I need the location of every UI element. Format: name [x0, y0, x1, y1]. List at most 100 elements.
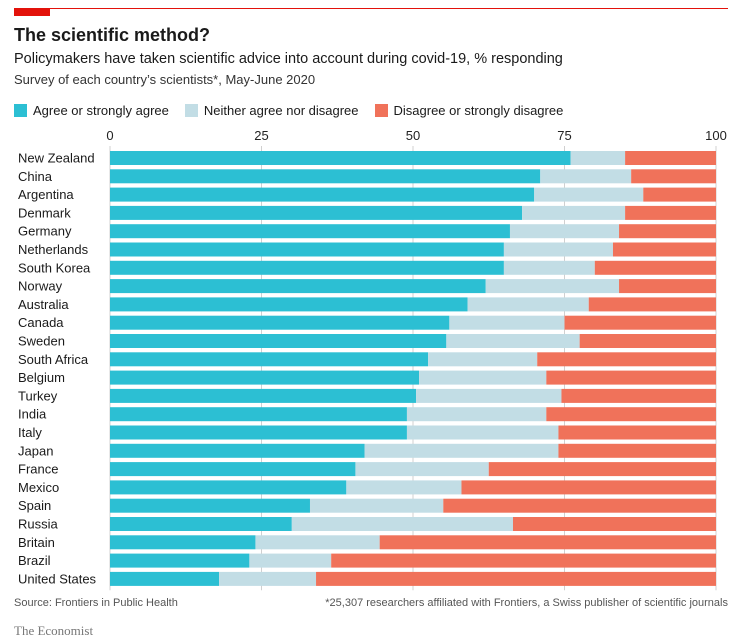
bar-neither-turkey: [416, 388, 562, 403]
bar-neither-australia: [467, 297, 589, 312]
bar-disagree-netherlands: [612, 242, 716, 257]
category-label-australia: Australia: [18, 297, 69, 312]
bar-disagree-india: [546, 407, 716, 422]
bar-disagree-turkey: [561, 388, 716, 403]
legend-item-neither: Neither agree nor disagree: [184, 102, 359, 118]
bar-agree-brazil: [110, 553, 250, 568]
legend-label-agree: Agree or strongly agree: [33, 102, 169, 118]
bar-agree-united-states: [110, 571, 220, 586]
bar-agree-japan: [110, 443, 365, 458]
bar-disagree-china: [631, 169, 716, 184]
bar-neither-argentina: [534, 187, 644, 202]
bar-agree-china: [110, 169, 541, 184]
bar-agree-germany: [110, 224, 510, 239]
bar-agree-south-korea: [110, 260, 504, 275]
legend-item-agree: Agree or strongly agree: [14, 103, 169, 118]
bar-agree-south-africa: [110, 352, 429, 367]
bar-neither-netherlands: [503, 242, 613, 257]
legend-swatch-agree: [14, 103, 27, 117]
bar-disagree-norway: [619, 279, 716, 294]
category-label-netherlands: Netherlands: [18, 242, 89, 257]
bar-agree-netherlands: [110, 242, 504, 257]
legend-label-neither: Neither agree nor disagree: [203, 102, 359, 118]
bar-disagree-brazil: [331, 553, 716, 568]
chart-subtitle: Policymakers have taken scientific advic…: [14, 51, 563, 67]
bar-disagree-argentina: [643, 187, 716, 202]
x-tick-label-100: 100: [705, 128, 727, 143]
category-label-india: India: [18, 407, 47, 422]
bar-agree-india: [110, 407, 407, 422]
category-label-belgium: Belgium: [18, 370, 65, 385]
category-label-france: France: [18, 462, 58, 477]
category-label-japan: Japan: [18, 443, 53, 458]
bar-disagree-south-korea: [594, 260, 716, 275]
bar-agree-canada: [110, 315, 450, 330]
x-tick-label-25: 25: [254, 128, 268, 143]
bar-neither-norway: [485, 279, 620, 294]
bar-agree-italy: [110, 425, 407, 440]
bar-disagree-britain: [379, 535, 716, 550]
bar-disagree-france: [488, 462, 716, 477]
bar-neither-united-states: [219, 571, 317, 586]
bar-disagree-united-states: [316, 571, 716, 586]
bar-neither-spain: [309, 498, 444, 513]
bar-disagree-mexico: [461, 480, 716, 495]
legend-label-disagree: Disagree or strongly disagree: [393, 102, 564, 118]
bar-neither-mexico: [346, 480, 462, 495]
category-label-canada: Canada: [18, 315, 64, 330]
bar-neither-canada: [449, 315, 565, 330]
category-label-italy: Italy: [18, 425, 42, 440]
category-label-united-states: United States: [18, 571, 97, 586]
category-label-mexico: Mexico: [18, 480, 59, 495]
category-label-russia: Russia: [18, 517, 59, 532]
bar-disagree-south-africa: [537, 352, 716, 367]
bar-disagree-germany: [619, 224, 716, 239]
bar-disagree-japan: [558, 443, 716, 458]
bar-agree-australia: [110, 297, 468, 312]
bar-agree-argentina: [110, 187, 535, 202]
category-label-turkey: Turkey: [18, 388, 58, 403]
bar-disagree-sweden: [579, 334, 716, 348]
category-label-south-africa: South Africa: [18, 352, 89, 367]
category-label-germany: Germany: [18, 224, 72, 239]
category-label-sweden: Sweden: [18, 334, 65, 349]
bar-agree-turkey: [110, 388, 417, 403]
bar-agree-sweden: [110, 334, 447, 348]
legend-swatch-disagree: [374, 103, 388, 117]
category-label-norway: Norway: [18, 279, 63, 294]
footnote: *25,307 researchers affiliated with Fron…: [325, 597, 728, 609]
category-label-denmark: Denmark: [18, 205, 71, 220]
bar-neither-new-zealand: [570, 151, 626, 165]
bar-neither-britain: [255, 535, 380, 550]
bar-disagree-canada: [564, 315, 716, 330]
brand-tab: [14, 8, 50, 16]
bar-agree-spain: [110, 498, 310, 513]
bar-neither-russia: [291, 517, 513, 531]
bar-neither-sweden: [446, 334, 580, 348]
x-tick-label-0: 0: [106, 128, 113, 143]
bar-agree-russia: [110, 517, 292, 531]
bar-neither-japan: [364, 443, 559, 458]
bar-disagree-denmark: [625, 205, 716, 220]
bar-neither-italy: [406, 425, 559, 440]
bar-neither-germany: [509, 224, 620, 239]
bar-agree-mexico: [110, 480, 347, 495]
top-rule: [14, 8, 728, 9]
bar-neither-france: [355, 462, 489, 477]
bar-neither-denmark: [522, 205, 626, 220]
x-tick-label-50: 50: [406, 128, 420, 143]
bar-disagree-russia: [512, 517, 716, 531]
bar-agree-france: [110, 462, 356, 477]
chart-title: The scientific method?: [14, 25, 211, 45]
legend-swatch-neither: [184, 103, 198, 117]
bar-disagree-italy: [558, 425, 716, 440]
category-label-spain: Spain: [18, 498, 51, 513]
x-tick-label-75: 75: [557, 128, 571, 143]
bar-neither-south-africa: [428, 352, 538, 367]
bar-agree-britain: [110, 535, 256, 550]
bar-neither-india: [406, 407, 547, 422]
legend-item-disagree: Disagree or strongly disagree: [374, 102, 564, 118]
bar-disagree-spain: [443, 498, 716, 513]
bar-agree-denmark: [110, 205, 523, 220]
